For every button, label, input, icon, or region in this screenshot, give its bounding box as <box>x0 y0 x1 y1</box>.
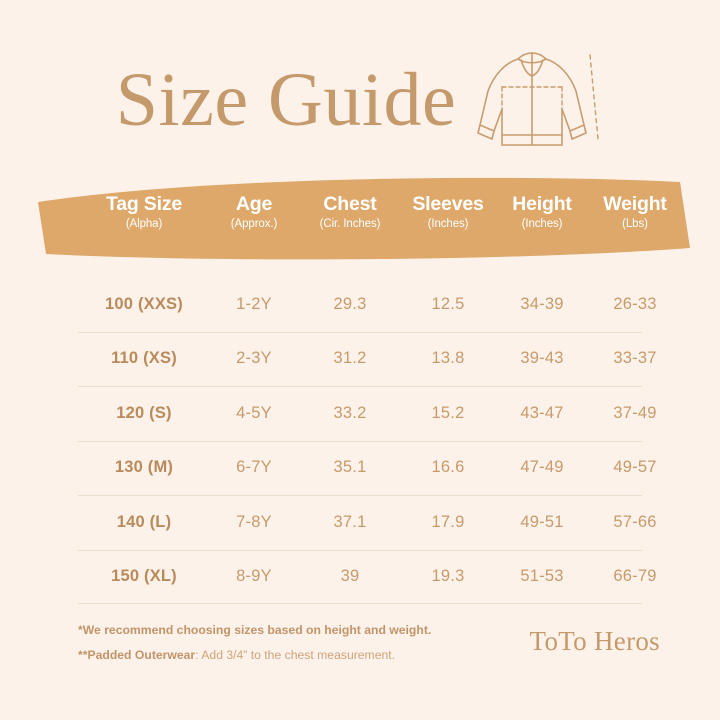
column-header-chest-label: Chest <box>323 192 377 215</box>
cell-sleeves: 17.9 <box>431 512 465 531</box>
cell-sleeves: 19.3 <box>431 567 465 586</box>
cell-age: 1-2Y <box>236 294 272 313</box>
footnotes: *We recommend choosing sizes based on he… <box>78 622 431 674</box>
header-columns: Tag Size (Alpha) Age (Approx.) Chest (Ci… <box>0 162 720 262</box>
column-header-weight-label: Weight <box>603 192 667 215</box>
column-header-height-sub: (Inches) <box>521 218 563 231</box>
column-header-chest-sub: (Cir. Inches) <box>319 218 381 231</box>
cell-tag-size: 130 (M) <box>114 458 174 477</box>
table-row: 120 (S) 4-5Y 33.2 15.2 43-47 37-49 <box>0 386 720 441</box>
footnote-padded-outerwear-label: **Padded Outerwear <box>78 648 196 663</box>
table-row: 150 (XL) 8-9Y 39 19.3 51-53 66-79 <box>0 549 720 605</box>
column-header-age: Age (Approx.) <box>208 193 300 231</box>
column-header-tag-size-sub: (Alpha) <box>125 218 163 231</box>
title-row: Size Guide <box>0 44 720 156</box>
cell-height: 39-43 <box>520 349 564 368</box>
cell-tag-size: 120 (S) <box>116 403 172 422</box>
column-header-height: Height (Inches) <box>496 193 588 231</box>
column-header-sleeves-sub: (Inches) <box>427 218 469 231</box>
cell-tag-size: 150 (XL) <box>111 567 177 586</box>
column-header-sleeves-label: Sleeves <box>412 192 484 215</box>
brand-logo: ToTo Heros <box>529 626 660 656</box>
footnote-height-weight-text: *We recommend choosing sizes based on he… <box>78 623 432 637</box>
footnote-height-weight: *We recommend choosing sizes based on he… <box>78 624 431 636</box>
footnote-padded-outerwear: **Padded Outerwear: Add 3/4” to the ches… <box>78 649 431 661</box>
column-header-height-label: Height <box>512 192 572 215</box>
cell-height: 49-51 <box>520 512 564 531</box>
cell-height: 34-39 <box>520 294 564 313</box>
cell-height: 51-53 <box>520 567 564 586</box>
cell-age: 8-9Y <box>236 567 272 586</box>
cell-sleeves: 12.5 <box>431 294 465 313</box>
cell-age: 7-8Y <box>236 512 272 531</box>
cell-chest: 29.3 <box>333 294 367 313</box>
column-header-age-sub: (Approx.) <box>230 218 278 231</box>
cell-tag-size: 110 (XS) <box>111 349 177 368</box>
cell-weight: 49-57 <box>613 458 657 477</box>
column-header-tag-size-label: Tag Size <box>105 192 183 215</box>
table-header-banner: Tag Size (Alpha) Age (Approx.) Chest (Ci… <box>0 162 720 262</box>
footnote-padded-outerwear-text: : Add 3/4” to the chest measurement. <box>195 648 396 663</box>
footer: *We recommend choosing sizes based on he… <box>0 622 720 692</box>
cell-weight: 57-66 <box>613 512 657 531</box>
column-header-sleeves: Sleeves (Inches) <box>400 193 496 231</box>
table-row: 140 (L) 7-8Y 37.1 17.9 49-51 57-66 <box>0 495 720 550</box>
column-header-weight: Weight (Lbs) <box>588 193 682 231</box>
cell-height: 43-47 <box>520 403 564 422</box>
cell-chest: 33.2 <box>333 403 367 422</box>
cell-tag-size: 140 (L) <box>116 512 172 531</box>
jacket-icon <box>477 52 599 146</box>
cell-sleeves: 13.8 <box>431 349 465 368</box>
table-row: 130 (M) 6-7Y 35.1 16.6 47-49 49-57 <box>0 440 720 496</box>
cell-chest: 39 <box>340 567 360 586</box>
cell-height: 47-49 <box>520 458 564 477</box>
table-row: 100 (XXS) 1-2Y 29.3 12.5 34-39 26-33 <box>0 277 720 332</box>
cell-weight: 33-37 <box>613 349 657 368</box>
cell-weight: 26-33 <box>613 294 657 313</box>
cell-weight: 37-49 <box>613 403 657 422</box>
cell-weight: 66-79 <box>613 567 657 586</box>
column-header-chest: Chest (Cir. Inches) <box>300 193 400 231</box>
column-header-tag-size: Tag Size (Alpha) <box>80 193 208 231</box>
column-header-weight-sub: (Lbs) <box>622 218 648 231</box>
table-row: 110 (XS) 2-3Y 31.2 13.8 39-43 33-37 <box>0 331 720 387</box>
column-header-age-label: Age <box>235 192 273 215</box>
cell-sleeves: 16.6 <box>431 458 465 477</box>
banner-shape <box>38 177 690 260</box>
cell-sleeves: 15.2 <box>431 403 465 422</box>
cell-chest: 37.1 <box>333 512 367 531</box>
cell-age: 6-7Y <box>236 458 272 477</box>
page-title: Size Guide <box>115 58 457 142</box>
cell-tag-size: 100 (XXS) <box>105 294 183 313</box>
cell-chest: 35.1 <box>333 458 367 477</box>
cell-chest: 31.2 <box>333 349 367 368</box>
size-table-body: 100 (XXS) 1-2Y 29.3 12.5 34-39 26-33 110… <box>0 277 720 604</box>
cell-age: 2-3Y <box>236 349 272 368</box>
cell-age: 4-5Y <box>236 403 272 422</box>
